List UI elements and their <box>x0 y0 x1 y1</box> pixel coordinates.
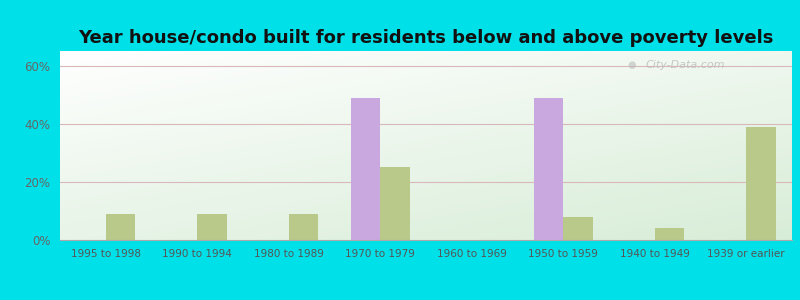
Text: ●: ● <box>627 60 636 70</box>
Bar <box>380 167 410 240</box>
Bar <box>654 228 684 240</box>
Title: Year house/condo built for residents below and above poverty levels: Year house/condo built for residents bel… <box>78 29 774 47</box>
Bar <box>351 98 380 240</box>
Bar <box>534 98 563 240</box>
Bar <box>563 217 593 240</box>
Text: City-Data.com: City-Data.com <box>646 60 725 70</box>
Bar <box>746 127 775 240</box>
Bar <box>106 214 135 240</box>
Bar <box>198 214 226 240</box>
Bar <box>289 214 318 240</box>
